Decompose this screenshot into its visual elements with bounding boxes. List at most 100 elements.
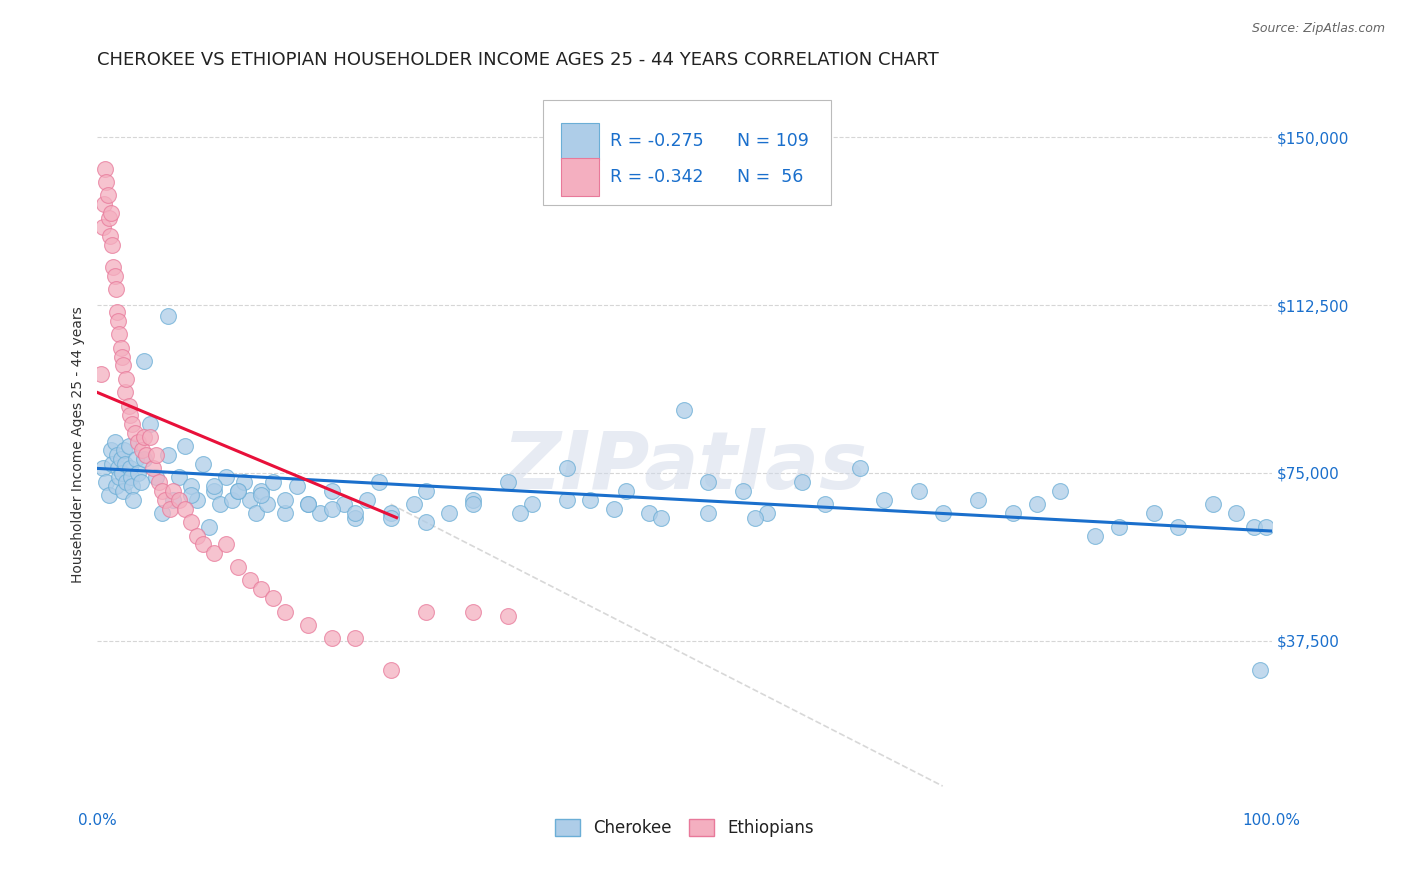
Point bbox=[162, 483, 184, 498]
Text: N = 109: N = 109 bbox=[737, 132, 808, 151]
Point bbox=[245, 506, 267, 520]
Point bbox=[262, 475, 284, 489]
Point bbox=[101, 457, 124, 471]
Point bbox=[100, 206, 122, 220]
Point bbox=[579, 492, 602, 507]
Point bbox=[673, 403, 696, 417]
Point bbox=[162, 492, 184, 507]
Point bbox=[127, 434, 149, 449]
Point bbox=[96, 475, 118, 489]
Point bbox=[1249, 663, 1271, 677]
Point bbox=[104, 479, 127, 493]
Point bbox=[121, 479, 143, 493]
Point bbox=[114, 457, 136, 471]
Point bbox=[94, 161, 117, 176]
Point bbox=[415, 483, 437, 498]
Point bbox=[105, 448, 128, 462]
Point bbox=[191, 537, 214, 551]
Point bbox=[97, 211, 120, 225]
Point bbox=[90, 368, 112, 382]
Point bbox=[1143, 506, 1166, 520]
Point bbox=[638, 506, 661, 520]
Point bbox=[186, 528, 208, 542]
Point bbox=[104, 434, 127, 449]
Point bbox=[226, 559, 249, 574]
Point bbox=[114, 385, 136, 400]
Point bbox=[142, 461, 165, 475]
Point bbox=[111, 359, 134, 373]
Point bbox=[174, 439, 197, 453]
Point bbox=[97, 488, 120, 502]
Point bbox=[132, 430, 155, 444]
Point bbox=[239, 574, 262, 588]
Point bbox=[186, 492, 208, 507]
Point bbox=[118, 399, 141, 413]
Point bbox=[156, 310, 179, 324]
Point bbox=[204, 483, 226, 498]
Point bbox=[344, 510, 367, 524]
Point bbox=[650, 510, 672, 524]
Point bbox=[156, 448, 179, 462]
Point bbox=[321, 632, 343, 646]
Point bbox=[274, 506, 297, 520]
Point bbox=[132, 452, 155, 467]
Point bbox=[197, 519, 219, 533]
Point bbox=[603, 501, 626, 516]
Point bbox=[122, 492, 145, 507]
Point bbox=[274, 605, 297, 619]
Point bbox=[696, 475, 718, 489]
Point bbox=[204, 479, 226, 493]
Text: R = -0.342: R = -0.342 bbox=[610, 168, 704, 186]
FancyBboxPatch shape bbox=[561, 158, 599, 195]
Point bbox=[356, 492, 378, 507]
Point bbox=[849, 461, 872, 475]
Point bbox=[380, 663, 402, 677]
Point bbox=[221, 492, 243, 507]
Point bbox=[167, 470, 190, 484]
FancyBboxPatch shape bbox=[543, 100, 831, 205]
Point bbox=[297, 497, 319, 511]
Point bbox=[139, 430, 162, 444]
Point bbox=[297, 618, 319, 632]
Point bbox=[127, 466, 149, 480]
Point bbox=[744, 510, 766, 524]
Point bbox=[111, 466, 134, 480]
Point bbox=[1254, 519, 1277, 533]
Point bbox=[150, 506, 173, 520]
Point bbox=[1108, 519, 1130, 533]
Point bbox=[496, 609, 519, 624]
Text: N =  56: N = 56 bbox=[737, 168, 804, 186]
Point bbox=[332, 497, 354, 511]
Point bbox=[209, 497, 232, 511]
Point bbox=[131, 443, 153, 458]
Point bbox=[91, 219, 114, 234]
Point bbox=[321, 483, 343, 498]
Point bbox=[274, 492, 297, 507]
Point bbox=[614, 483, 637, 498]
Point bbox=[180, 488, 202, 502]
Point bbox=[145, 470, 167, 484]
Point bbox=[105, 305, 128, 319]
Point bbox=[150, 483, 173, 498]
Point bbox=[108, 327, 131, 342]
Point bbox=[104, 268, 127, 283]
Point bbox=[159, 501, 181, 516]
Point bbox=[404, 497, 426, 511]
Point bbox=[239, 492, 262, 507]
Point bbox=[262, 591, 284, 606]
Text: Source: ZipAtlas.com: Source: ZipAtlas.com bbox=[1251, 22, 1385, 36]
Point bbox=[285, 479, 308, 493]
Point bbox=[250, 582, 273, 597]
Text: CHEROKEE VS ETHIOPIAN HOUSEHOLDER INCOME AGES 25 - 44 YEARS CORRELATION CHART: CHEROKEE VS ETHIOPIAN HOUSEHOLDER INCOME… bbox=[97, 51, 939, 69]
Point bbox=[1225, 506, 1247, 520]
Point bbox=[814, 497, 837, 511]
Point bbox=[110, 452, 132, 467]
Point bbox=[461, 492, 484, 507]
Point bbox=[100, 443, 122, 458]
Point bbox=[167, 492, 190, 507]
Point bbox=[250, 488, 273, 502]
Point bbox=[931, 506, 953, 520]
Point bbox=[967, 492, 990, 507]
Point bbox=[135, 448, 157, 462]
Point bbox=[115, 372, 138, 386]
